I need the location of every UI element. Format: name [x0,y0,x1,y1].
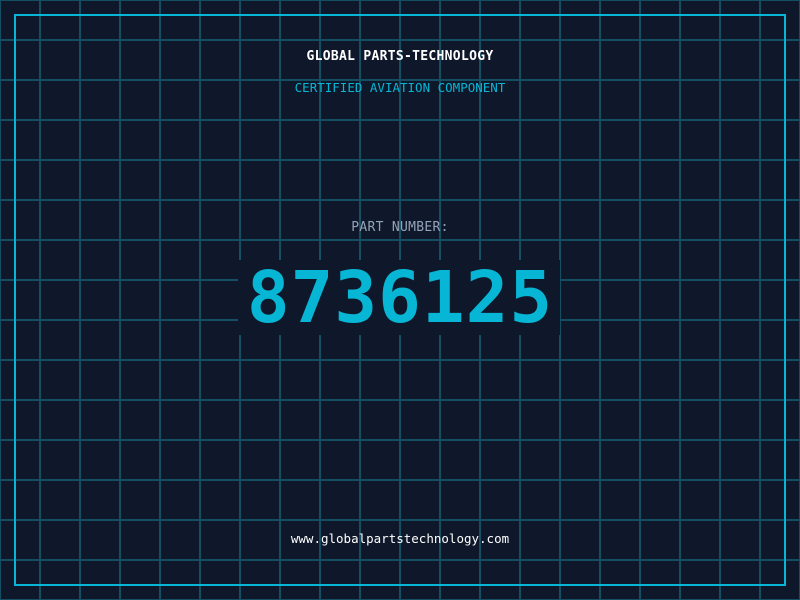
website-url: www.globalpartstechnology.com [290,531,510,546]
part-number-backdrop [238,260,560,335]
card-border [14,14,786,586]
part-number-label: PART NUMBER: [351,220,449,235]
company-title: GLOBAL PARTS-TECHNOLOGY [306,49,494,64]
part-number-value: 8736125 [246,256,554,339]
certification-subtitle: CERTIFIED AVIATION COMPONENT [294,80,506,95]
